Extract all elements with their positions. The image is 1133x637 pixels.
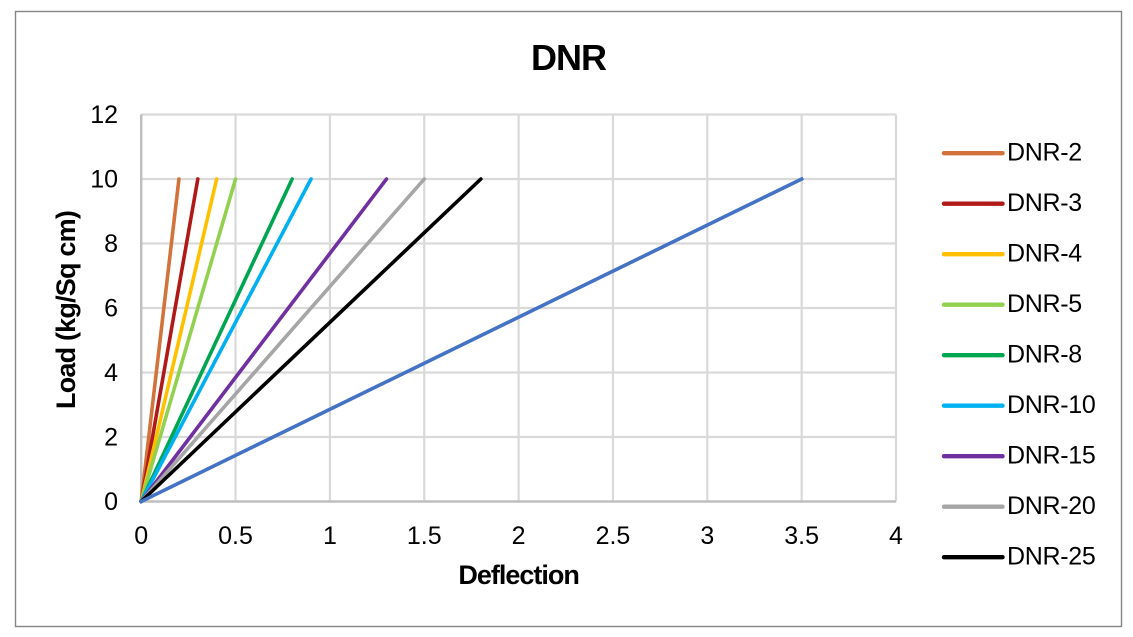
svg-text:DNR-10: DNR-10: [1007, 391, 1096, 419]
svg-text:0.5: 0.5: [218, 522, 253, 550]
svg-text:6: 6: [104, 295, 118, 323]
svg-text:0: 0: [104, 488, 118, 516]
svg-text:4: 4: [104, 359, 118, 387]
svg-text:Load (kg/Sq cm): Load (kg/Sq cm): [51, 211, 81, 409]
svg-text:10: 10: [90, 166, 118, 194]
svg-text:2: 2: [512, 522, 526, 550]
svg-text:1: 1: [323, 522, 337, 550]
svg-text:DNR-2: DNR-2: [1007, 139, 1082, 167]
svg-text:DNR-4: DNR-4: [1007, 240, 1082, 268]
svg-text:2: 2: [104, 424, 118, 452]
svg-text:8: 8: [104, 230, 118, 258]
svg-text:Deflection: Deflection: [458, 560, 579, 590]
svg-text:1.5: 1.5: [407, 522, 442, 550]
svg-text:DNR-25: DNR-25: [1007, 543, 1096, 571]
svg-text:2.5: 2.5: [596, 522, 631, 550]
svg-text:12: 12: [90, 101, 118, 129]
svg-text:DNR: DNR: [531, 37, 607, 78]
svg-text:4: 4: [889, 522, 903, 550]
svg-text:DNR-5: DNR-5: [1007, 290, 1082, 318]
svg-text:0: 0: [134, 522, 148, 550]
svg-text:3: 3: [700, 522, 714, 550]
svg-text:DNR-8: DNR-8: [1007, 341, 1082, 369]
svg-text:DNR-3: DNR-3: [1007, 189, 1082, 217]
svg-text:DNR-20: DNR-20: [1007, 492, 1096, 520]
svg-text:3.5: 3.5: [784, 522, 819, 550]
svg-text:DNR-15: DNR-15: [1007, 442, 1096, 470]
